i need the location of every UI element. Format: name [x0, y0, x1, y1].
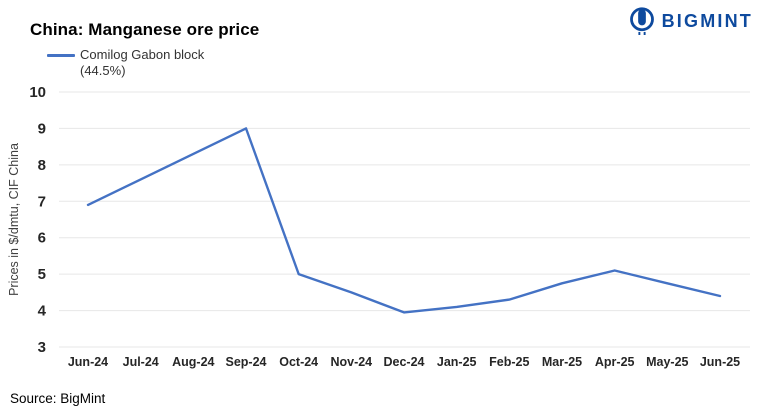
legend-label-line1: Comilog Gabon block [80, 47, 205, 62]
x-tick-label: Mar-25 [542, 355, 582, 369]
source-note: Source: BigMint [10, 391, 106, 406]
x-tick-label: Jun-24 [68, 355, 108, 369]
bigmint-logo-text: BIGMINT [661, 10, 753, 31]
y-tick-label: 8 [38, 157, 46, 174]
y-tick-label: 10 [29, 84, 46, 101]
y-tick-label: 9 [38, 120, 46, 137]
x-tick-label: Jul-24 [123, 355, 159, 369]
y-tick-label: 5 [38, 266, 46, 283]
x-tick-label: Sep-24 [226, 355, 267, 369]
y-tick-label: 7 [38, 193, 46, 210]
y-axis-title: Prices in $/dmtu, CIF China [7, 143, 21, 296]
x-tick-label: Dec-24 [384, 355, 425, 369]
x-tick-label: Aug-24 [172, 355, 214, 369]
series-line [86, 127, 722, 314]
x-tick-label: Feb-25 [489, 355, 529, 369]
legend: Comilog Gabon block (44.5%) [47, 47, 204, 79]
bigmint-miner-icon [629, 7, 654, 35]
x-tick-label: Apr-25 [595, 355, 635, 369]
x-tick-label: Jan-25 [437, 355, 477, 369]
y-tick-label: 6 [38, 230, 46, 247]
x-tick-label: Jun-25 [700, 355, 740, 369]
x-tick-label: Oct-24 [279, 355, 318, 369]
x-tick-label: May-25 [646, 355, 688, 369]
legend-label: Comilog Gabon block (44.5%) [80, 47, 204, 79]
bigmint-logo: BIGMINT [628, 5, 753, 37]
legend-label-line2: (44.5%) [80, 63, 126, 78]
x-tick-label: Nov-24 [330, 355, 372, 369]
y-tick-label: 3 [38, 339, 46, 356]
y-tick-label: 4 [38, 303, 47, 320]
legend-line-swatch [47, 54, 75, 57]
chart-title: China: Manganese ore price [30, 20, 260, 39]
